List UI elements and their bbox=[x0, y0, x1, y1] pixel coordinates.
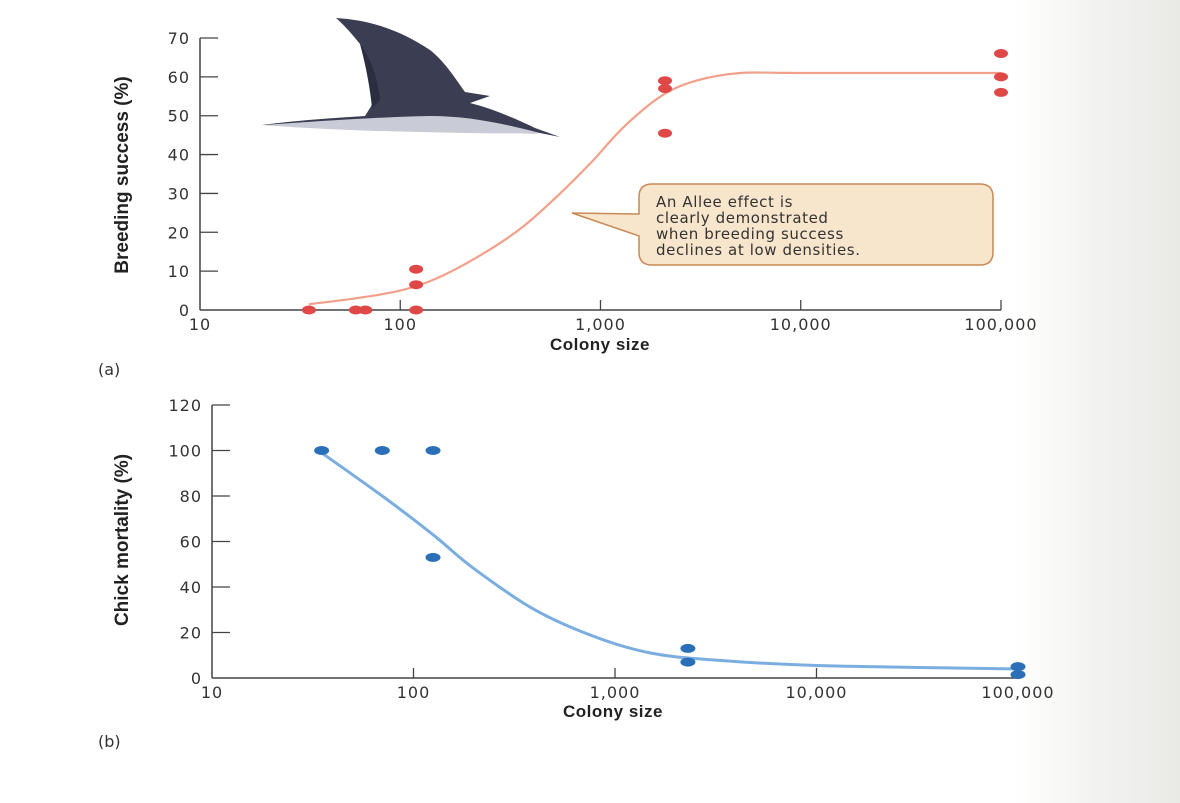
y-tick-label: 60 bbox=[180, 533, 202, 552]
data-point bbox=[1010, 670, 1026, 680]
data-point bbox=[658, 84, 673, 94]
data-point bbox=[358, 305, 373, 315]
y-tick-label: 40 bbox=[168, 146, 190, 165]
data-point bbox=[425, 552, 441, 562]
data-point bbox=[1010, 662, 1026, 672]
data-points-b bbox=[314, 446, 1026, 680]
x-tick-label: 100,000 bbox=[981, 683, 1054, 702]
y-tick-label: 40 bbox=[180, 578, 202, 597]
x-tick-label: 1,000 bbox=[590, 683, 641, 702]
x-axis-title-a: Colony size bbox=[550, 335, 650, 354]
y-tick-label: 0 bbox=[179, 301, 190, 320]
callout-line-4: declines at low densities. bbox=[656, 241, 861, 259]
x-axis-title-b: Colony size bbox=[563, 702, 663, 721]
data-point bbox=[680, 657, 696, 667]
callout-line-3: when breeding success bbox=[656, 225, 844, 243]
data-point bbox=[301, 305, 316, 315]
data-point bbox=[994, 87, 1008, 97]
y-tick-label: 50 bbox=[168, 107, 190, 126]
y-tick-label: 80 bbox=[180, 487, 202, 506]
x-tick-label: 10 bbox=[201, 683, 223, 702]
callout-line-2: clearly demonstrated bbox=[656, 209, 829, 227]
y-tick-label: 120 bbox=[168, 396, 202, 415]
y-tick-label: 0 bbox=[191, 669, 202, 688]
y-tick-label: 60 bbox=[168, 68, 190, 87]
y-tick-label: 20 bbox=[180, 624, 202, 643]
data-point bbox=[409, 264, 424, 274]
data-point bbox=[348, 305, 363, 315]
data-points-a bbox=[301, 49, 1008, 315]
y-tick-label: 30 bbox=[168, 184, 190, 203]
panel-label-b: (b) bbox=[98, 732, 121, 751]
y-tick-label: 100 bbox=[168, 442, 202, 461]
data-point bbox=[680, 643, 696, 653]
seabird-illustration bbox=[262, 18, 560, 137]
data-point bbox=[658, 128, 673, 138]
y-axis-title-b: Chick mortality (%) bbox=[112, 454, 133, 626]
callout-line-1: An Allee effect is bbox=[656, 193, 793, 211]
data-point bbox=[994, 49, 1008, 59]
data-point bbox=[374, 446, 390, 455]
data-point bbox=[314, 446, 330, 455]
x-tick-label: 100 bbox=[397, 683, 431, 702]
fit-curve-a bbox=[308, 71, 1001, 306]
data-point bbox=[425, 446, 441, 455]
y-tick-label: 20 bbox=[168, 223, 190, 242]
x-tick-label: 100 bbox=[383, 315, 417, 334]
x-tick-label: 10,000 bbox=[770, 315, 832, 334]
panel-label-a: (a) bbox=[98, 360, 120, 379]
x-tick-label: 1,000 bbox=[575, 315, 626, 334]
data-point bbox=[658, 76, 673, 86]
x-tick-label: 10 bbox=[189, 315, 211, 334]
fit-curve-b bbox=[320, 451, 1019, 671]
x-tick-label: 10,000 bbox=[786, 683, 848, 702]
data-point bbox=[994, 72, 1008, 82]
x-tick-label: 100,000 bbox=[964, 315, 1037, 334]
y-tick-label: 10 bbox=[168, 262, 190, 281]
callout-annotation: An Allee effect is clearly demonstrated … bbox=[571, 183, 994, 266]
y-tick-label: 70 bbox=[168, 29, 190, 48]
data-point bbox=[409, 280, 424, 290]
y-axis-title-a: Breeding success (%) bbox=[112, 76, 133, 273]
data-point bbox=[409, 305, 424, 315]
